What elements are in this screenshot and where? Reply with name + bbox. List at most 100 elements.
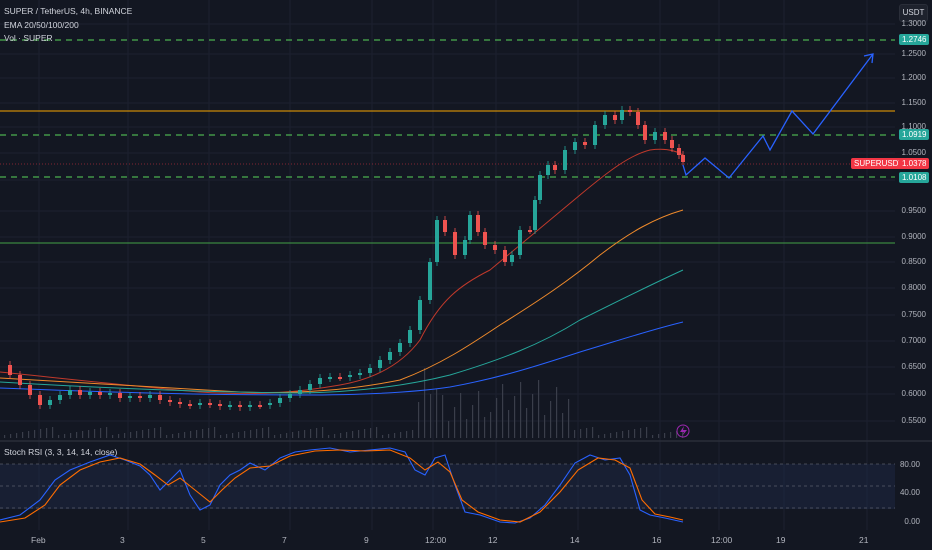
volume-bar bbox=[400, 432, 402, 438]
volume-bar bbox=[340, 433, 342, 438]
volume-bar bbox=[82, 431, 84, 438]
volume-bar bbox=[190, 431, 192, 438]
volume-bar bbox=[76, 432, 78, 438]
volume-bar bbox=[472, 405, 474, 438]
volume-bar bbox=[370, 428, 372, 438]
volume-bars bbox=[4, 368, 684, 438]
volume-bar bbox=[10, 434, 12, 438]
volume-bar bbox=[526, 408, 528, 438]
stoch-rsi-title[interactable]: Stoch RSI (3, 3, 14, 14, close) bbox=[4, 447, 118, 457]
candle-body bbox=[573, 142, 577, 150]
volume-bar bbox=[466, 419, 468, 438]
candle-body bbox=[533, 200, 537, 230]
volume-legend[interactable]: Vol · SUPER bbox=[4, 33, 53, 43]
volume-bar bbox=[64, 434, 66, 438]
ema-50-line bbox=[0, 209, 684, 393]
volume-bar bbox=[148, 429, 150, 438]
volume-bar bbox=[292, 432, 294, 438]
volume-bar bbox=[208, 428, 210, 438]
volume-bar bbox=[112, 435, 114, 438]
candle-body bbox=[528, 230, 532, 232]
volume-bar bbox=[562, 413, 564, 438]
volume-bar bbox=[310, 429, 312, 438]
volume-bar bbox=[280, 434, 282, 438]
volume-bar bbox=[502, 384, 504, 438]
last-price-tag: 1.0378 bbox=[899, 158, 930, 169]
projection-path[interactable] bbox=[682, 53, 874, 179]
volume-bar bbox=[616, 432, 618, 438]
volume-bar bbox=[268, 427, 270, 438]
symbol-title[interactable]: SUPER / TetherUS, 4h, BINANCE bbox=[4, 6, 133, 16]
volume-bar bbox=[4, 435, 6, 438]
candle-body bbox=[188, 404, 192, 406]
volume-bar bbox=[430, 394, 432, 438]
time-axis-label: 7 bbox=[282, 535, 287, 545]
candle-body bbox=[118, 393, 122, 398]
volume-bar bbox=[334, 434, 336, 438]
volume-bar bbox=[262, 428, 264, 438]
price-axis-label: 0.9500 bbox=[901, 206, 926, 215]
level-mid-tag: 1.0919 bbox=[899, 129, 930, 140]
volume-bar bbox=[604, 434, 606, 438]
price-axis-label: 1.1000 bbox=[901, 122, 926, 131]
volume-bar bbox=[658, 434, 660, 438]
volume-bar bbox=[178, 433, 180, 438]
candle-body bbox=[443, 220, 447, 232]
candle-body bbox=[248, 405, 252, 407]
candle-body bbox=[663, 132, 667, 140]
candle-body bbox=[483, 232, 487, 245]
volume-bar bbox=[16, 433, 18, 438]
volume-bar bbox=[172, 434, 174, 438]
volume-bar bbox=[412, 430, 414, 438]
volume-bar bbox=[238, 432, 240, 438]
candle-body bbox=[493, 245, 497, 250]
volume-bar bbox=[418, 402, 420, 438]
volume-bar bbox=[460, 393, 462, 438]
volume-bar bbox=[154, 428, 156, 438]
stoch-rsi-label-0: 0.00 bbox=[904, 517, 920, 526]
candle-body bbox=[98, 392, 102, 395]
candle-body bbox=[613, 115, 617, 120]
stoch-rsi-band bbox=[0, 464, 895, 509]
price-axis-label: 0.9000 bbox=[901, 232, 926, 241]
candle-body bbox=[463, 240, 467, 255]
candle-body bbox=[677, 148, 681, 155]
candle-body bbox=[653, 132, 657, 140]
ema-legend[interactable]: EMA 20/50/100/200 bbox=[4, 20, 79, 30]
price-axis-label: 1.0500 bbox=[901, 148, 926, 157]
price-axis-label: 0.8000 bbox=[901, 283, 926, 292]
volume-bar bbox=[94, 429, 96, 438]
currency-button[interactable]: USDT bbox=[899, 4, 928, 22]
volume-bar bbox=[628, 430, 630, 438]
ema-100-line bbox=[0, 269, 684, 394]
candle-body bbox=[388, 352, 392, 360]
candle-body bbox=[603, 115, 607, 125]
volume-bar bbox=[58, 435, 60, 438]
time-axis-label: 12:00 bbox=[711, 535, 733, 545]
candle-body bbox=[338, 377, 342, 379]
candle-body bbox=[628, 110, 632, 112]
price-axis-label: 0.7500 bbox=[901, 310, 926, 319]
candle-body bbox=[88, 392, 92, 395]
price-axis-label: 0.5500 bbox=[901, 416, 926, 425]
candle-body bbox=[476, 215, 480, 232]
price-axis-label: 0.8500 bbox=[901, 257, 926, 266]
candle-body bbox=[670, 140, 674, 148]
volume-bar bbox=[70, 433, 72, 438]
candle-body bbox=[428, 262, 432, 300]
candle-body bbox=[198, 403, 202, 405]
candle-body bbox=[278, 398, 282, 403]
volume-bar bbox=[424, 368, 426, 438]
lightning-icon[interactable] bbox=[676, 424, 690, 438]
candle-body bbox=[178, 402, 182, 404]
candle-body bbox=[435, 220, 439, 262]
volume-bar bbox=[574, 430, 576, 438]
candle-body bbox=[228, 405, 232, 407]
candle-body bbox=[258, 405, 262, 407]
volume-bar bbox=[610, 433, 612, 438]
candle-body bbox=[348, 375, 352, 377]
volume-bar bbox=[250, 430, 252, 438]
volume-bar bbox=[274, 435, 276, 438]
candle-body bbox=[503, 250, 507, 262]
